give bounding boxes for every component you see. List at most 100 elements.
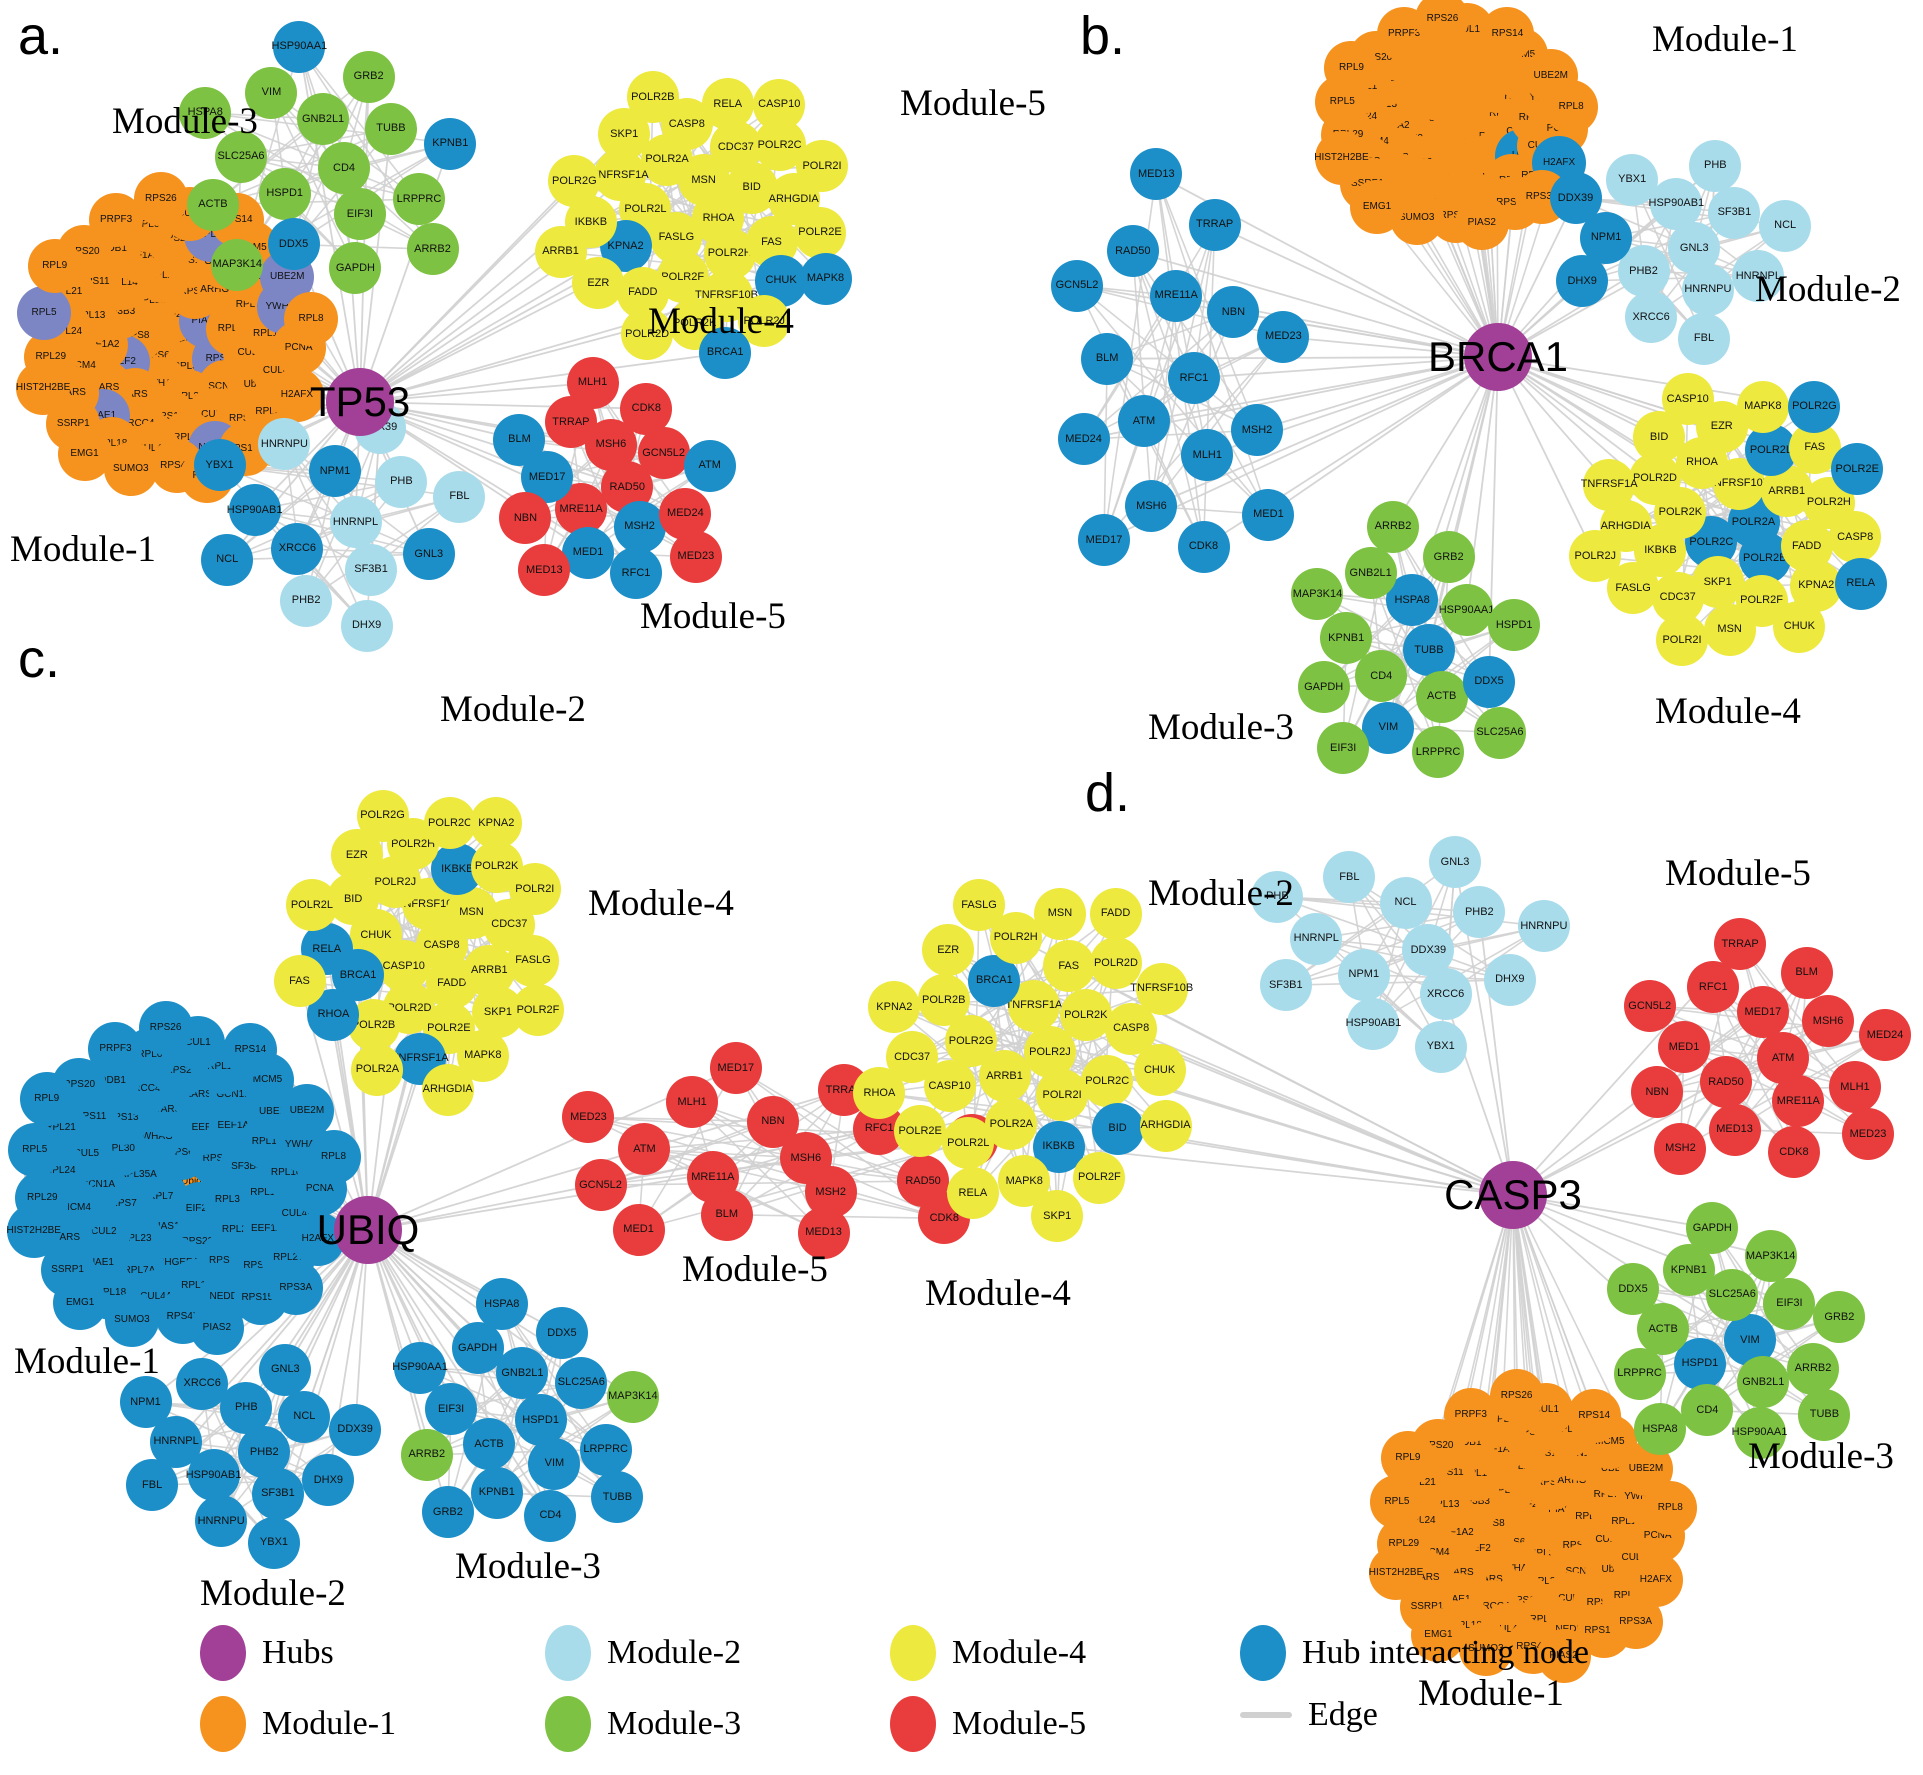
node-d-mre11a[interactable]: MRE11A <box>1772 1075 1825 1128</box>
node-a-phb[interactable]: PHB <box>375 455 428 508</box>
node-c-blm[interactable]: BLM <box>700 1188 753 1241</box>
node-a-polr2i[interactable]: POLR2I <box>796 140 849 193</box>
node-b-rela[interactable]: RELA <box>1834 557 1887 610</box>
node-d-tubb[interactable]: TUBB <box>1798 1388 1851 1441</box>
node-a-nbn[interactable]: NBN <box>499 492 552 545</box>
node-b-polr2g[interactable]: POLR2G <box>1788 380 1841 433</box>
node-b-hnrnpl[interactable]: HNRNPL <box>1732 250 1785 303</box>
node-d-gcn5l2[interactable]: GCN5L2 <box>1623 980 1676 1033</box>
node-d-npm1[interactable]: NPM1 <box>1337 948 1390 1001</box>
node-d-polr2i[interactable]: POLR2I <box>1036 1069 1089 1122</box>
node-c-hspd1[interactable]: HSPD1 <box>514 1394 567 1446</box>
node-b-gapdh[interactable]: GAPDH <box>1297 661 1350 714</box>
node-b-med17[interactable]: MED17 <box>1078 514 1130 567</box>
node-c-polr2a[interactable]: POLR2A <box>351 1043 404 1096</box>
node-c-rpl8[interactable]: RPL8 <box>306 1129 361 1184</box>
node-c-arrb2[interactable]: ARRB2 <box>400 1428 453 1481</box>
node-c-polr2i[interactable]: POLR2I <box>508 863 561 916</box>
node-c-faslg[interactable]: FASLG <box>506 934 559 987</box>
node-c-polr2f[interactable]: POLR2F <box>511 984 564 1037</box>
node-b-ncl[interactable]: NCL <box>1759 199 1812 252</box>
node-b-nbn[interactable]: NBN <box>1207 286 1260 339</box>
node-a-med24[interactable]: MED24 <box>659 487 712 540</box>
node-c-eif3i[interactable]: EIF3I <box>425 1383 478 1436</box>
node-b-rpl8[interactable]: RPL8 <box>1544 79 1599 134</box>
node-c-xrcc6[interactable]: XRCC6 <box>176 1357 229 1410</box>
node-c-lrpprc[interactable]: LRPPRC <box>579 1423 632 1476</box>
node-a-gapdh[interactable]: GAPDH <box>329 242 382 295</box>
node-b-mre11a[interactable]: MRE11A <box>1150 269 1203 322</box>
node-d-hnrnpu[interactable]: HNRNPU <box>1517 900 1570 953</box>
node-a-med23[interactable]: MED23 <box>669 530 722 583</box>
node-c-grb2[interactable]: GRB2 <box>421 1486 474 1539</box>
node-c-gcn5l2[interactable]: GCN5L2 <box>574 1159 627 1212</box>
node-d-med13[interactable]: MED13 <box>1708 1103 1761 1156</box>
node-d-polr2l[interactable]: POLR2L <box>942 1117 995 1170</box>
node-a-emg1[interactable]: EMG1 <box>57 426 112 481</box>
node-d-ybx1[interactable]: YBX1 <box>1414 1020 1467 1073</box>
node-d-med1[interactable]: MED1 <box>1658 1021 1711 1074</box>
node-b-dhx9[interactable]: DHX9 <box>1556 255 1609 307</box>
node-c-emg1[interactable]: EMG1 <box>53 1276 108 1331</box>
node-b-polr2e[interactable]: POLR2E <box>1831 443 1884 496</box>
node-d-slc25a6[interactable]: SLC25A6 <box>1706 1268 1759 1321</box>
node-d-fbl[interactable]: FBL <box>1323 851 1376 904</box>
node-d-polr2d[interactable]: POLR2D <box>1089 937 1142 990</box>
node-a-phb2[interactable]: PHB2 <box>280 574 333 627</box>
node-d-polr2k[interactable]: POLR2K <box>1059 989 1112 1042</box>
node-a-brca1[interactable]: BRCA1 <box>699 326 752 379</box>
node-d-rpl8[interactable]: RPL8 <box>1643 1481 1698 1536</box>
node-d-pias2[interactable]: PIAS2 <box>1536 1629 1591 1684</box>
node-d-msh2[interactable]: MSH2 <box>1654 1122 1707 1175</box>
node-a-dhx9[interactable]: DHX9 <box>340 599 393 652</box>
node-a-grb2[interactable]: GRB2 <box>342 50 395 103</box>
node-d-med17[interactable]: MED17 <box>1736 986 1789 1039</box>
node-d-ddx5[interactable]: DDX5 <box>1607 1263 1660 1316</box>
node-d-bid[interactable]: BID <box>1091 1102 1144 1155</box>
node-d-hspa8[interactable]: HSPA8 <box>1634 1403 1686 1456</box>
node-b-polr2j[interactable]: POLR2J <box>1569 530 1622 583</box>
node-c-vim[interactable]: VIM <box>528 1437 581 1490</box>
node-b-emg1[interactable]: EMG1 <box>1350 179 1405 234</box>
node-d-gapdh[interactable]: GAPDH <box>1686 1202 1739 1255</box>
node-b-gnb2l1[interactable]: GNB2L1 <box>1344 547 1397 600</box>
node-c-hspa8[interactable]: HSPA8 <box>475 1278 528 1331</box>
node-c-mlh1[interactable]: MLH1 <box>666 1076 719 1128</box>
node-a-polr2d[interactable]: POLR2D <box>621 308 674 361</box>
node-c-polr2g[interactable]: POLR2G <box>356 789 409 842</box>
node-a-map3k14[interactable]: MAP3K14 <box>211 238 264 291</box>
node-a-mlh1[interactable]: MLH1 <box>566 356 619 409</box>
node-c-ddx5[interactable]: DDX5 <box>535 1307 588 1360</box>
node-b-blm[interactable]: BLM <box>1081 332 1134 385</box>
node-a-gcn5l2[interactable]: GCN5L2 <box>637 427 690 480</box>
node-c-rpl5[interactable]: RPL5 <box>7 1123 62 1178</box>
node-b-tnfrsf1a[interactable]: TNFRSF1A <box>1581 458 1638 511</box>
node-d-mlh1[interactable]: MLH1 <box>1828 1061 1881 1114</box>
node-b-kpna2[interactable]: KPNA2 <box>1790 559 1843 612</box>
node-d-hsp90ab1[interactable]: HSP90AB1 <box>1346 997 1401 1050</box>
node-d-rps26[interactable]: RPS26 <box>1489 1368 1544 1423</box>
node-b-sf3b1[interactable]: SF3B1 <box>1708 186 1761 239</box>
node-c-kpnb1[interactable]: KPNB1 <box>470 1466 523 1519</box>
node-b-phb[interactable]: PHB <box>1689 139 1742 192</box>
node-c-ncl[interactable]: NCL <box>278 1390 331 1443</box>
node-d-chuk[interactable]: CHUK <box>1133 1044 1186 1097</box>
node-d-faslg[interactable]: FASLG <box>953 879 1006 932</box>
node-d-skp1[interactable]: SKP1 <box>1031 1190 1084 1243</box>
node-b-msh2[interactable]: MSH2 <box>1231 404 1284 457</box>
node-d-rela[interactable]: RELA <box>946 1167 999 1220</box>
node-a-msh2[interactable]: MSH2 <box>613 500 666 553</box>
node-d-cd4[interactable]: CD4 <box>1681 1384 1734 1437</box>
node-a-gnb2l1[interactable]: GNB2L1 <box>297 93 350 146</box>
node-d-prpf3[interactable]: PRPF3 <box>1443 1387 1498 1442</box>
node-a-hist2h2be[interactable]: HIST2H2BE <box>16 360 70 415</box>
node-c-kpna2[interactable]: KPNA2 <box>470 797 523 850</box>
node-a-sumo3[interactable]: SUMO3 <box>103 442 158 496</box>
node-c-gnl3[interactable]: GNL3 <box>259 1343 312 1396</box>
node-a-ddx5[interactable]: DDX5 <box>267 218 320 271</box>
node-b-casp10[interactable]: CASP10 <box>1661 373 1714 426</box>
node-b-hsp90ab1[interactable]: HSP90AB1 <box>1649 177 1704 230</box>
node-c-ybx1[interactable]: YBX1 <box>248 1516 300 1569</box>
node-b-actb[interactable]: ACTB <box>1415 670 1468 723</box>
node-a-polr2e[interactable]: POLR2E <box>793 206 846 259</box>
